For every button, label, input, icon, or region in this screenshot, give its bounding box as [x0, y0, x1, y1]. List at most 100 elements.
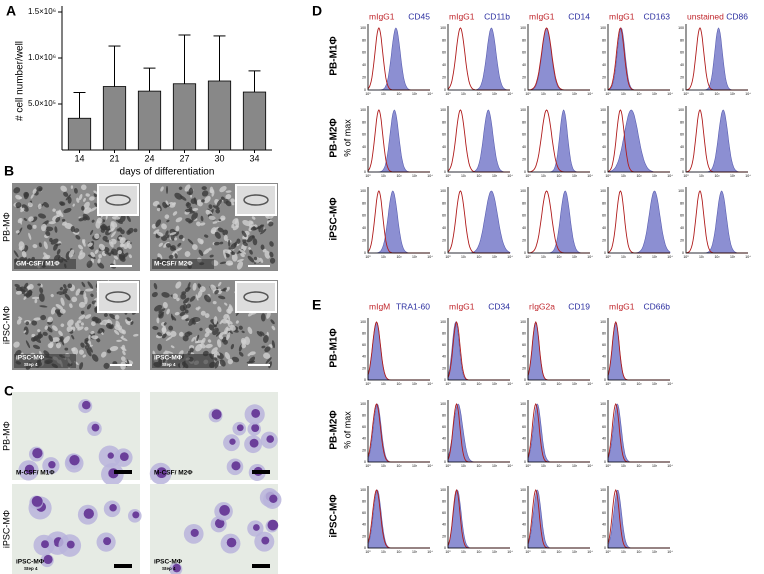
inset: [235, 281, 277, 313]
cell: [182, 237, 185, 242]
hist-y-tick-label: 100: [360, 402, 366, 406]
histogram: 0 20 40 60 80 100 10⁰ 10¹ 10² 10³ 10⁴: [520, 400, 593, 468]
axes: [527, 400, 590, 463]
hist-y-tick-label: 40: [522, 145, 526, 149]
cell: [114, 324, 123, 331]
hist-y-tick-label: 0: [444, 460, 446, 464]
cell: [128, 254, 132, 259]
hist-y-tick-label: 20: [602, 76, 606, 80]
isotype-label: unstained: [687, 11, 724, 21]
hist-y-tick-label: 60: [602, 425, 606, 429]
cell: [23, 330, 27, 334]
hist-x-tick-label: 10⁰: [445, 92, 451, 96]
nucleus: [83, 508, 94, 519]
cell: [191, 336, 196, 342]
cell: [178, 186, 183, 190]
cell: [59, 286, 64, 291]
hist-x-tick-label: 10⁴: [427, 382, 433, 386]
stained-histogram: [447, 321, 510, 381]
histogram: 0 20 40 60 80 100 10⁰ 10¹ 10² 10³ 10⁴: [520, 318, 593, 386]
cell: [122, 350, 126, 356]
cell: [21, 250, 27, 258]
cell: [20, 289, 26, 295]
cell: [192, 207, 199, 212]
hist-y-tick-label: 20: [602, 158, 606, 162]
hist-y-tick-label: 60: [522, 511, 526, 515]
hist-x-tick-label: 10⁰: [605, 550, 611, 554]
hist-x-tick-label: 10¹: [621, 255, 627, 259]
hist-x-tick-label: 10²: [396, 92, 402, 96]
cell: [241, 230, 247, 238]
hist-y-tick-label: 100: [520, 402, 526, 406]
cell: [175, 281, 182, 289]
cell: [83, 197, 86, 202]
cell: [187, 286, 191, 290]
hist-x-tick-label: 10⁴: [507, 174, 513, 178]
hist-y-tick-label: 40: [602, 437, 606, 441]
y-tick-label: 1.5×10⁶: [28, 7, 56, 16]
cell: [78, 349, 84, 355]
cell: [270, 319, 275, 325]
cell: [50, 293, 54, 298]
cell: [31, 296, 40, 300]
cell: [115, 320, 121, 327]
hist-x-tick-label: 10¹: [621, 92, 627, 96]
row-label: PB-M2Φ: [329, 410, 340, 449]
micrograph: [12, 392, 140, 486]
hist-y-tick-label: 0: [524, 460, 526, 464]
cell: [100, 225, 107, 231]
micrograph: [150, 183, 278, 271]
cell: [82, 216, 88, 221]
hist-y-tick-label: 80: [680, 120, 684, 124]
hist-x-tick-label: 10¹: [381, 550, 387, 554]
marker-label: CD45: [408, 11, 430, 21]
cell: [123, 242, 129, 249]
cell: [55, 216, 61, 223]
cell: [45, 226, 54, 232]
cell: [213, 241, 220, 246]
nucleus: [32, 447, 43, 459]
hist-x-tick-label: 10⁴: [667, 550, 673, 554]
hist-y-tick-label: 0: [524, 170, 526, 174]
nucleus: [91, 423, 100, 432]
cell: [13, 341, 20, 348]
hist-y-tick-label: 20: [522, 76, 526, 80]
axes: [607, 318, 670, 381]
hist-y-tick-label: 100: [600, 402, 606, 406]
nucleus: [269, 494, 278, 503]
hist-y-tick-label: 100: [440, 320, 446, 324]
hist-y-tick-label: 60: [680, 133, 684, 137]
cell: [103, 362, 110, 369]
cell: [104, 250, 110, 255]
hist-x-tick-label: 10⁴: [507, 464, 513, 468]
cell: [241, 330, 245, 334]
cell: [209, 254, 214, 258]
cell: [55, 210, 60, 214]
cell: [48, 221, 56, 225]
hist-x-tick-label: 10³: [412, 550, 418, 554]
hist-y-tick-label: 80: [362, 201, 366, 205]
axes: [367, 318, 430, 381]
cell: [201, 199, 205, 203]
hist-y-tick-label: 0: [524, 251, 526, 255]
cell: [227, 319, 230, 328]
histogram: 0 20 40 60 80 100 10⁰ 10¹ 10² 10³ 10⁴: [440, 400, 513, 468]
hist-y-tick-label: 60: [602, 51, 606, 55]
cell: [46, 326, 53, 333]
cell: [262, 248, 267, 253]
hist-x-tick-label: 10⁴: [427, 174, 433, 178]
hist-x-tick-label: 10⁴: [587, 92, 593, 96]
cell: [163, 322, 167, 326]
cell: [158, 308, 166, 313]
hist-x-tick-label: 10⁴: [587, 464, 593, 468]
cell: [211, 190, 215, 197]
cell: [126, 317, 131, 322]
hist-x-tick-label: 10⁴: [667, 382, 673, 386]
hist-y-tick-label: 100: [440, 26, 446, 30]
axes: [607, 486, 670, 549]
cell: [165, 243, 171, 248]
cell: [208, 215, 216, 221]
hist-y-tick-label: 20: [442, 239, 446, 243]
panel-label: D: [312, 3, 322, 19]
histogram: 0 20 40 60 80 100 10⁰ 10¹ 10² 10³ 10⁴: [360, 318, 433, 386]
